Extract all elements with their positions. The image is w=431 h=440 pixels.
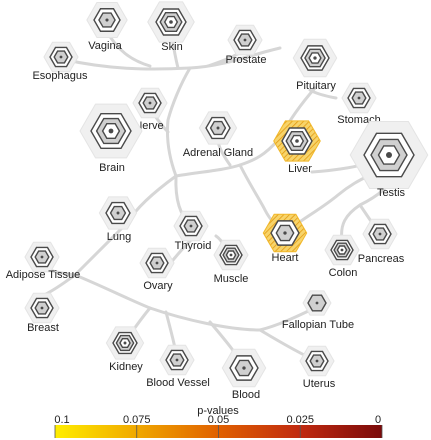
hex-center-dot [148, 101, 152, 105]
hex-center-dot [357, 96, 361, 100]
tissue-node-breast[interactable]: Breast [24, 292, 60, 334]
tissue-label-fallopian: Fallopian Tube [282, 319, 354, 331]
tissue-label-vagina: Vagina [88, 40, 122, 52]
tissue-node-esophagus[interactable]: Esophagus [32, 41, 88, 82]
tissue-node-fallopian[interactable]: Fallopian Tube [282, 290, 354, 331]
tissue-label-nerve: Nerve [134, 120, 163, 132]
tree-branch [174, 86, 317, 178]
tissue-node-testis[interactable]: Testis [349, 120, 429, 199]
hex-center-dot [315, 359, 319, 363]
tissue-node-nerve[interactable]: Nerve [132, 87, 168, 132]
tissue-node-uterus[interactable]: Uterus [299, 345, 336, 390]
hex-center-dot [169, 20, 173, 24]
tissue-label-kidney: Kidney [109, 361, 143, 373]
tissue-label-uterus: Uterus [303, 378, 336, 390]
hex-center-dot [155, 261, 159, 265]
tissue-label-breast: Breast [27, 322, 59, 334]
hex-center-dot [283, 231, 287, 235]
hex-center-dot [243, 38, 247, 42]
hex-center-dot [189, 224, 193, 228]
legend-title: p-values [197, 405, 239, 417]
tissue-node-prostate[interactable]: Prostate [226, 24, 267, 66]
tissue-node-muscle[interactable]: Muscle [213, 239, 249, 285]
tissue-nodes: Vagina Skin Prostate Esophagus PituitaryStom… [6, 1, 429, 401]
hex-center-dot [295, 139, 299, 143]
hex-center-dot [40, 255, 44, 259]
hex-center-dot [386, 152, 392, 158]
tissue-label-thyroid: Thyroid [175, 240, 212, 252]
hex-center-dot [123, 341, 127, 345]
hex-center-dot [242, 366, 246, 370]
tissue-label-muscle: Muscle [214, 273, 249, 285]
tissue-label-pancreas: Pancreas [358, 253, 405, 265]
hex-center-dot [229, 253, 233, 257]
tissue-node-adipose[interactable]: Adipose Tissue [6, 241, 81, 281]
tissue-label-bloodvessel: Blood Vessel [146, 377, 210, 389]
tree-branches [40, 30, 391, 370]
hex-center-dot [105, 18, 109, 22]
tissue-label-prostate: Prostate [226, 54, 267, 66]
tissue-node-ovary[interactable]: Ovary [139, 247, 175, 292]
hex-center-dot [313, 56, 317, 60]
hex-center-dot [40, 306, 44, 310]
tissue-node-thyroid[interactable]: Thyroid [173, 210, 212, 252]
hex-center-dot [315, 301, 319, 305]
hex-center-dot [216, 126, 220, 130]
tissue-label-pituitary: Pituitary [296, 80, 336, 92]
legend-tick-label: 0.1 [54, 414, 69, 426]
tissue-node-colon[interactable]: Colon [324, 234, 360, 279]
tissue-label-adrenal: Adrenal Gland [183, 147, 253, 159]
tissue-node-kidney[interactable]: Kidney [105, 326, 145, 373]
legend-tick-label: 0.025 [286, 414, 314, 426]
tree-branch [166, 66, 192, 178]
tree-branch [73, 220, 130, 277]
tissue-node-stomach[interactable]: Stomach [337, 82, 381, 126]
tissue-label-lung: Lung [107, 231, 131, 243]
tissue-node-lung[interactable]: Lung [98, 196, 138, 243]
hex-center-dot [378, 232, 382, 236]
tissue-label-blood: Blood [232, 389, 260, 401]
tissue-node-vagina[interactable]: Vagina [86, 2, 128, 52]
tissue-label-colon: Colon [329, 267, 358, 279]
tissue-label-skin: Skin [161, 41, 182, 53]
tissue-node-skin[interactable]: Skin [147, 1, 195, 53]
tissue-label-brain: Brain [99, 162, 125, 174]
tissue-node-bloodvessel[interactable]: Blood Vessel [146, 344, 210, 389]
hex-center-dot [175, 358, 179, 362]
tissue-node-adrenal[interactable]: Adrenal Gland [183, 111, 253, 159]
tissue-label-adipose: Adipose Tissue [6, 269, 81, 281]
tissue-label-testis: Testis [377, 187, 406, 199]
tree-branch [308, 88, 338, 100]
p-value-legend: p-values 0.1 0.075 0.05 0.025 0 [54, 405, 383, 438]
tissue-label-heart: Heart [272, 252, 299, 264]
hex-center-dot [59, 55, 63, 59]
tissue-node-pituitary[interactable]: Pituitary [292, 38, 338, 92]
tissue-node-blood[interactable]: Blood [221, 348, 267, 401]
tissue-label-ovary: Ovary [143, 280, 173, 292]
tissue-node-liver[interactable]: Liver [273, 120, 321, 175]
tissue-node-heart[interactable]: Heart [262, 213, 308, 264]
hex-center-dot [116, 211, 120, 215]
legend-tick-label: 0 [375, 414, 381, 426]
hex-center-dot [108, 128, 114, 134]
tissue-node-brain[interactable]: Brain [79, 103, 143, 174]
tissue-label-esophagus: Esophagus [32, 70, 88, 82]
legend-tick-label: 0.075 [123, 414, 151, 426]
legend-tick-label: 0.05 [208, 414, 229, 426]
hex-center-dot [340, 248, 344, 252]
legend-ticks: 0.1 0.075 0.05 0.025 0 [54, 414, 383, 438]
tissue-label-liver: Liver [288, 163, 312, 175]
tissue-node-pancreas[interactable]: Pancreas [358, 218, 405, 265]
